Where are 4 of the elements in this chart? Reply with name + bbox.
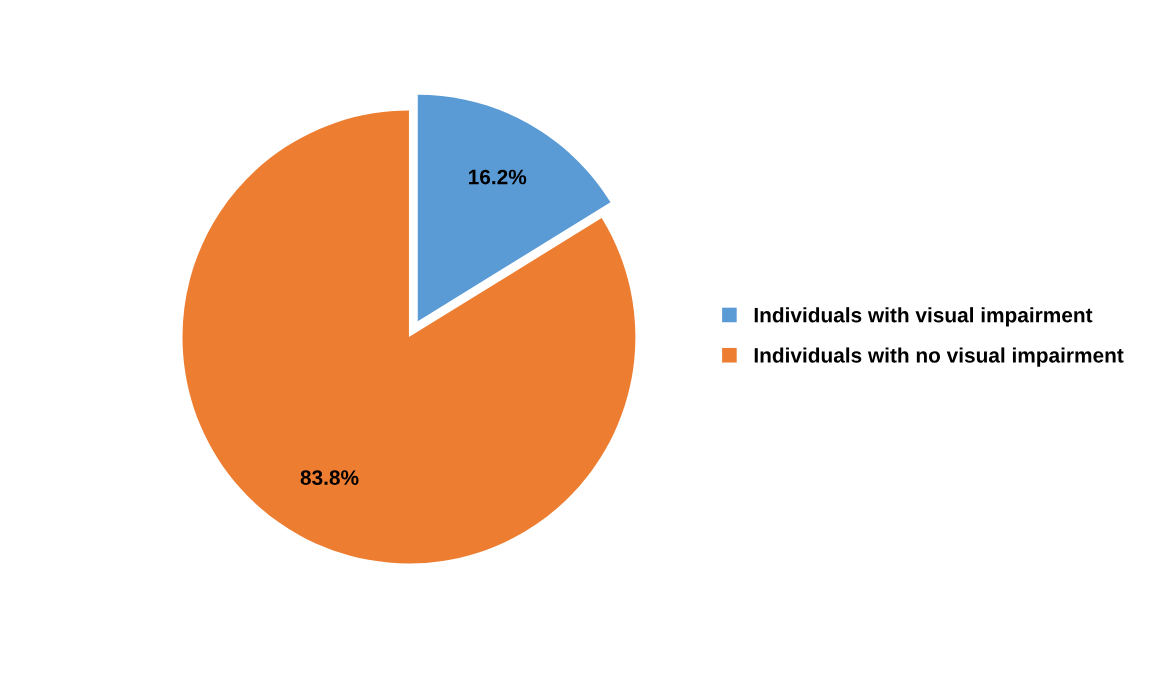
data-label: 83.8% <box>300 470 359 486</box>
data-label: 16.2% <box>469 169 527 185</box>
legend-label: Individuals with no visual impairment <box>754 347 1124 367</box>
legend-label: Individuals with visual impairment <box>754 307 1093 327</box>
